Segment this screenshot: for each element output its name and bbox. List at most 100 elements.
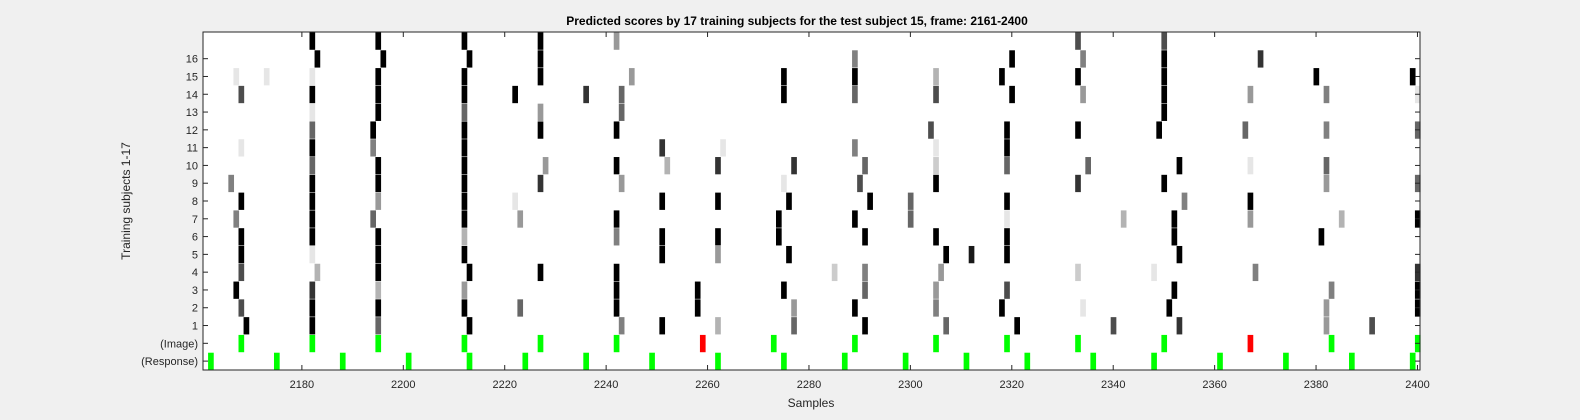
score-cell-subject-4 bbox=[938, 263, 944, 282]
score-cell-subject-11 bbox=[852, 139, 858, 157]
score-cell-subject-10 bbox=[1085, 157, 1091, 175]
score-cell-subject-17 bbox=[309, 32, 316, 50]
score-cell-subject-8 bbox=[715, 192, 721, 210]
score-cell-subject-7 bbox=[1004, 210, 1010, 228]
x-tick-label: 2180 bbox=[290, 379, 314, 391]
score-cell-subject-16 bbox=[1080, 50, 1086, 68]
y-tick-label: 9 bbox=[192, 178, 198, 190]
image-event-cell bbox=[1161, 334, 1168, 353]
score-cell-subject-5 bbox=[968, 245, 975, 264]
image-event-cell bbox=[1328, 334, 1335, 353]
score-cell-subject-6 bbox=[933, 228, 939, 246]
score-cell-subject-5 bbox=[715, 245, 721, 264]
score-cell-subject-2 bbox=[999, 299, 1005, 317]
score-cell-subject-12 bbox=[1323, 121, 1330, 139]
score-cell-subject-8 bbox=[786, 192, 792, 210]
score-cell-subject-6 bbox=[1318, 228, 1325, 246]
y-tick-label: 3 bbox=[192, 285, 198, 297]
x-tick-label: 2220 bbox=[492, 379, 516, 391]
score-cell-subject-8 bbox=[907, 192, 914, 210]
score-cell-subject-1 bbox=[466, 317, 473, 335]
score-cell-subject-15 bbox=[1075, 68, 1081, 86]
score-cell-subject-12 bbox=[370, 121, 377, 139]
y-tick-label: 10 bbox=[186, 160, 198, 172]
score-cell-subject-1 bbox=[1176, 317, 1183, 335]
score-cell-subject-14 bbox=[1161, 85, 1168, 104]
score-cell-subject-8 bbox=[309, 192, 316, 210]
score-cell-subject-6 bbox=[461, 228, 468, 246]
score-cell-subject-6 bbox=[1171, 228, 1178, 246]
score-cell-subject-6 bbox=[238, 228, 245, 246]
response-event-cell bbox=[1349, 352, 1355, 370]
score-cell-subject-9 bbox=[781, 174, 787, 193]
score-cell-subject-6 bbox=[613, 228, 620, 246]
score-cell-subject-7 bbox=[370, 210, 377, 228]
score-cell-subject-15 bbox=[852, 68, 858, 86]
score-cell-subject-14 bbox=[583, 85, 589, 104]
score-cell-subject-7 bbox=[613, 210, 620, 228]
score-cell-subject-7 bbox=[233, 210, 240, 228]
score-cell-subject-9 bbox=[1161, 174, 1168, 193]
response-event-cell bbox=[902, 352, 909, 370]
score-cell-subject-2 bbox=[1166, 299, 1173, 317]
score-cell-subject-2 bbox=[517, 299, 524, 317]
score-cell-subject-5 bbox=[659, 245, 666, 264]
image-mismatch-cell bbox=[1247, 334, 1254, 353]
score-cell-subject-16 bbox=[852, 50, 858, 68]
score-cell-subject-8 bbox=[375, 192, 382, 210]
score-cell-subject-3 bbox=[862, 281, 868, 299]
response-event-cell bbox=[1024, 352, 1031, 370]
response-event-cell bbox=[1090, 352, 1097, 370]
score-cell-subject-3 bbox=[233, 281, 240, 299]
score-cell-subject-15 bbox=[1409, 68, 1416, 86]
response-event-cell bbox=[405, 352, 412, 370]
score-cell-subject-7 bbox=[907, 210, 914, 228]
score-cell-subject-8 bbox=[659, 192, 666, 210]
score-cell-subject-6 bbox=[659, 228, 666, 246]
score-cell-subject-15 bbox=[1313, 68, 1320, 86]
score-cell-subject-12 bbox=[537, 121, 544, 139]
image-event-cell bbox=[770, 334, 777, 353]
score-cell-subject-3 bbox=[1171, 281, 1178, 299]
score-cell-subject-9 bbox=[857, 174, 863, 193]
chart-title: Predicted scores by 17 training subjects… bbox=[566, 14, 1028, 28]
score-cell-subject-10 bbox=[1004, 157, 1010, 175]
image-event-cell bbox=[309, 334, 316, 353]
score-cell-subject-12 bbox=[309, 121, 316, 139]
y-axis-label: Training subjects 1-17 bbox=[119, 142, 133, 260]
image-event-cell bbox=[461, 334, 468, 353]
score-cell-subject-2 bbox=[791, 299, 797, 317]
score-cell-subject-6 bbox=[776, 228, 782, 246]
score-cell-subject-4 bbox=[466, 263, 473, 282]
score-cell-subject-4 bbox=[1252, 263, 1259, 282]
score-cell-subject-7 bbox=[1338, 210, 1345, 228]
score-cell-subject-8 bbox=[512, 192, 518, 210]
score-cell-subject-9 bbox=[1323, 174, 1330, 193]
score-cell-subject-9 bbox=[228, 174, 235, 193]
score-cell-subject-4 bbox=[314, 263, 321, 282]
score-cell-subject-14 bbox=[1080, 85, 1086, 104]
score-cell-subject-6 bbox=[375, 228, 382, 246]
response-event-cell bbox=[273, 352, 280, 370]
score-cell-subject-5 bbox=[461, 245, 468, 264]
cells-layer bbox=[208, 32, 1421, 370]
score-cell-subject-13 bbox=[1161, 103, 1168, 121]
y-tick-label: 4 bbox=[192, 267, 198, 279]
response-event-cell bbox=[715, 352, 721, 370]
score-cell-subject-11 bbox=[933, 139, 939, 157]
score-cell-subject-14 bbox=[618, 85, 625, 104]
y-tick-label: 14 bbox=[186, 89, 198, 101]
score-cell-subject-12 bbox=[928, 121, 934, 139]
score-cell-subject-11 bbox=[238, 139, 245, 157]
score-cell-subject-14 bbox=[1009, 85, 1015, 104]
score-cell-subject-14 bbox=[238, 85, 245, 104]
y-tick-label: 13 bbox=[186, 107, 198, 119]
score-cell-subject-16 bbox=[380, 50, 387, 68]
score-cell-subject-1 bbox=[1323, 317, 1330, 335]
score-cell-subject-14 bbox=[512, 85, 518, 104]
y-tick-label: 1 bbox=[192, 321, 198, 333]
score-cell-subject-12 bbox=[1156, 121, 1162, 139]
score-cell-subject-12 bbox=[1004, 121, 1010, 139]
score-cell-subject-13 bbox=[537, 103, 544, 121]
